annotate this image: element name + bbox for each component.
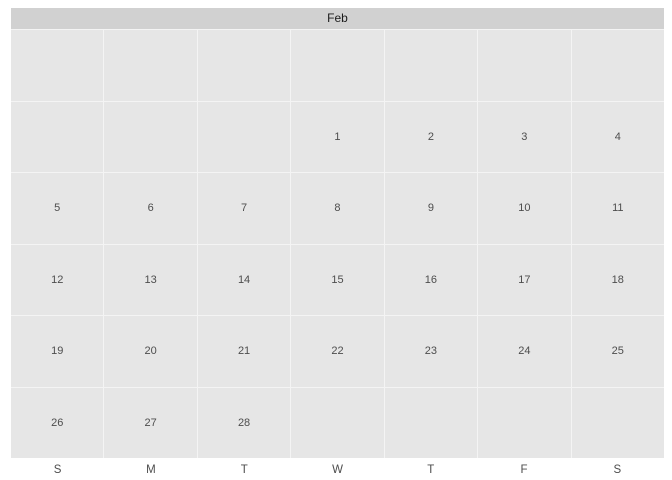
- day-cell-27: 27: [104, 387, 197, 458]
- weekday-label: T: [240, 464, 248, 476]
- empty-day-cell: [11, 101, 104, 172]
- empty-day-cell: [104, 30, 197, 101]
- day-cell-14: 14: [197, 244, 291, 315]
- day-cell-17: 17: [478, 244, 571, 315]
- empty-day-cell: [571, 387, 664, 458]
- empty-day-cell: [197, 30, 291, 101]
- day-cell-21: 21: [197, 316, 291, 387]
- day-cell-15: 15: [291, 244, 384, 315]
- empty-day-cell: [478, 387, 571, 458]
- weekday-label: S: [53, 464, 62, 476]
- weekday-label: M: [146, 464, 156, 476]
- day-cell-22: 22: [291, 316, 384, 387]
- day-cell-28: 28: [197, 387, 291, 458]
- day-cell-8: 8: [291, 173, 384, 244]
- empty-day-cell: [478, 30, 571, 101]
- weekday-label: F: [520, 464, 528, 476]
- empty-day-cell: [291, 30, 384, 101]
- day-cell-9: 9: [384, 173, 478, 244]
- empty-day-cell: [571, 30, 664, 101]
- day-cell-12: 12: [11, 244, 104, 315]
- day-cell-6: 6: [104, 173, 197, 244]
- month-title: Feb: [11, 8, 664, 29]
- day-cell-3: 3: [478, 101, 571, 172]
- day-cell-23: 23: [384, 316, 478, 387]
- day-cell-20: 20: [104, 316, 197, 387]
- day-cell-25: 25: [571, 316, 664, 387]
- day-cell-18: 18: [571, 244, 664, 315]
- day-cell-13: 13: [104, 244, 197, 315]
- empty-day-cell: [291, 387, 384, 458]
- weekday-label: T: [427, 464, 435, 476]
- day-cell-26: 26: [11, 387, 104, 458]
- day-cell-11: 11: [571, 173, 664, 244]
- day-cell-1: 1: [291, 101, 384, 172]
- day-cell-2: 2: [384, 101, 478, 172]
- empty-day-cell: [384, 30, 478, 101]
- empty-day-cell: [197, 101, 291, 172]
- day-cell-19: 19: [11, 316, 104, 387]
- weekday-label: S: [613, 464, 622, 476]
- day-cell-24: 24: [478, 316, 571, 387]
- calendar: Feb 1 2 3 4 5 6 7 8 9 10 11 12 13 14 15 16 17 18 19 20 21 22 2…: [11, 8, 664, 476]
- empty-day-cell: [384, 387, 478, 458]
- empty-day-cell: [11, 30, 104, 101]
- weekday-label: W: [332, 464, 343, 476]
- empty-day-cell: [104, 101, 197, 172]
- day-cell-5: 5: [11, 173, 104, 244]
- day-cell-10: 10: [478, 173, 571, 244]
- day-cell-16: 16: [384, 244, 478, 315]
- day-cell-7: 7: [197, 173, 291, 244]
- day-cell-4: 4: [571, 101, 664, 172]
- calendar-grid: 1 2 3 4 5 6 7 8 9 10 11 12 13 14 15 16 17 18 19 20 21 22 23 24 2…: [11, 29, 664, 458]
